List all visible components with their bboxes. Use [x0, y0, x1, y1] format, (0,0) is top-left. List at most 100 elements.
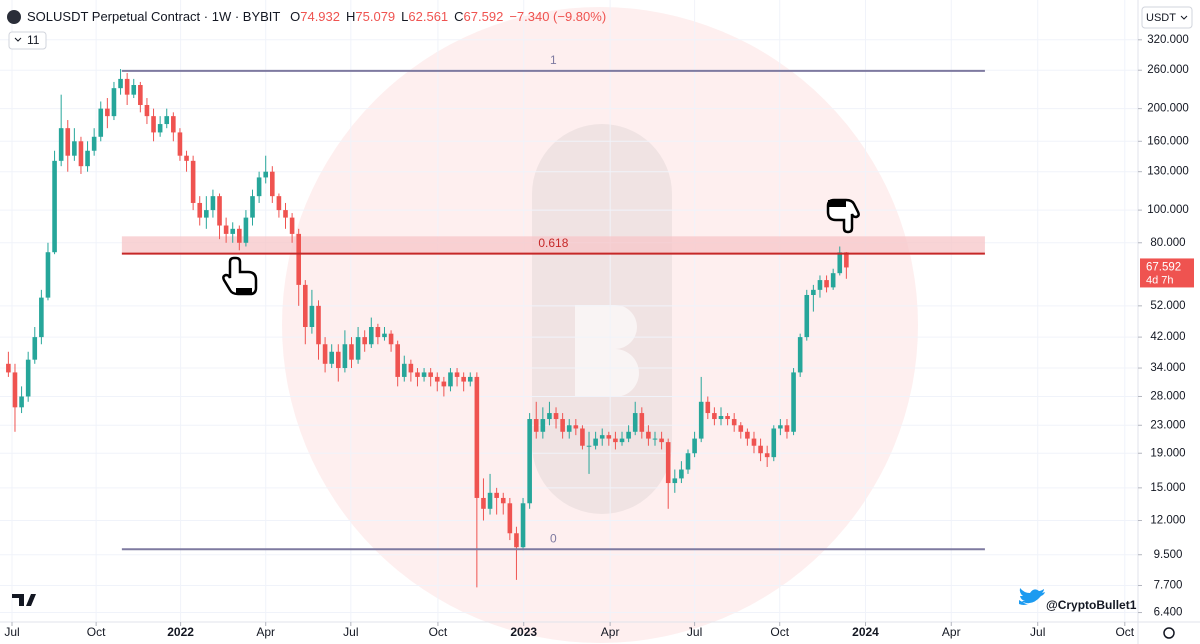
chevron [14, 37, 22, 42]
candle-body [685, 453, 691, 470]
candle-body [52, 160, 57, 253]
candle-body [725, 416, 730, 420]
candle-body [164, 116, 170, 125]
indicator-box[interactable] [8, 31, 47, 50]
candle-body [745, 431, 750, 439]
candle-body [593, 438, 598, 446]
candle-body [204, 210, 209, 218]
indicator-count: 11 [27, 33, 40, 47]
candle-body [237, 228, 242, 243]
candle-body [500, 497, 506, 504]
candle-body [586, 445, 592, 447]
candle-body [692, 438, 697, 454]
candle-body [157, 124, 163, 133]
candle-body [428, 372, 433, 377]
candle-body [270, 171, 275, 197]
x-tick-label: Jul [4, 625, 19, 639]
candle-body [408, 363, 414, 373]
candle-body [39, 297, 44, 338]
currency-box[interactable] [1141, 6, 1193, 29]
candle-body [322, 344, 328, 364]
candle-body [533, 419, 539, 432]
candles [6, 69, 849, 588]
hand-up [222, 256, 258, 296]
candle-body [124, 78, 130, 95]
x-tick-label: Oct [87, 625, 106, 639]
candle-body [118, 78, 123, 89]
candle-body [830, 273, 836, 288]
candle-body [349, 344, 354, 360]
candle-body [461, 376, 466, 382]
candle-body [256, 177, 262, 197]
candle-body [718, 416, 724, 420]
ohlc-key: C [454, 9, 463, 24]
candle-body [184, 155, 189, 161]
settings-icon[interactable] [1163, 627, 1175, 639]
candle-body [45, 252, 51, 298]
candle-body [329, 351, 334, 364]
candle-body [811, 289, 816, 295]
x-tick-label: Oct [1115, 625, 1134, 639]
candle-body [368, 327, 374, 345]
candle-body [613, 438, 618, 443]
candle-body [679, 469, 684, 479]
candle-body [309, 305, 315, 328]
y-tick-label: 160.000 [1147, 135, 1189, 147]
x-tick-label: Jul [343, 625, 358, 639]
x-tick-label: 2022 [167, 625, 194, 639]
candle-body [72, 141, 77, 156]
candle-body [395, 344, 400, 377]
candle-body [210, 196, 216, 211]
y-tick-label: 130.000 [1147, 166, 1189, 178]
axes: 320.000 260.000 200.000 160.000 130.000 100.0… [4, 34, 1194, 639]
x-tick-label: Oct [770, 625, 789, 639]
candle-body [481, 497, 486, 509]
y-tick-label: 6.400 [1154, 607, 1183, 619]
y-tick-label: 52.000 [1150, 300, 1185, 312]
candle-body [276, 196, 282, 211]
candle-body [85, 150, 90, 167]
candle-body [91, 136, 97, 151]
candle-body [507, 503, 513, 534]
candle-body [474, 376, 480, 498]
candle-body [401, 363, 407, 377]
y-tick-label: 9.500 [1154, 549, 1183, 561]
candle-body [362, 337, 367, 345]
watermark-glyph [575, 305, 639, 397]
candle-body [375, 327, 381, 338]
x-tick-label: 2024 [852, 625, 879, 639]
price-label: 67.592 [1146, 261, 1181, 273]
symbol-icon [7, 10, 21, 24]
candle-body [632, 413, 638, 432]
candle-body [230, 228, 236, 234]
candle-body [778, 425, 783, 429]
candle-body [19, 396, 24, 408]
candle-body [646, 431, 651, 439]
candle-body [844, 252, 849, 268]
candle-body [289, 217, 295, 234]
watermark-handle: @CryptoBullet1 [1046, 598, 1137, 612]
y-tick-label: 320.000 [1147, 34, 1189, 46]
candle-body [731, 419, 737, 426]
ohlc-key: L [401, 9, 408, 24]
candle-body [527, 419, 532, 504]
candle-body [619, 438, 625, 443]
candle-body [151, 116, 156, 133]
candle-body [652, 438, 658, 440]
price-label-box [1140, 258, 1194, 288]
candle-body [415, 372, 420, 377]
candle-body [342, 344, 348, 369]
candle-body [388, 333, 394, 345]
candle-body [144, 105, 150, 117]
y-tick-label: 200.000 [1147, 103, 1189, 115]
currency: USDT [1146, 12, 1176, 24]
candle-body [434, 376, 440, 382]
fib-layer: 1 0.618 0 [121, 53, 985, 551]
x-tick-label: Apr [256, 625, 275, 639]
candle-body [190, 160, 196, 203]
candle-body [540, 419, 546, 432]
candle-body [738, 425, 744, 432]
candle-body [758, 445, 763, 454]
candle-body [514, 533, 519, 548]
candle-body [177, 132, 183, 156]
